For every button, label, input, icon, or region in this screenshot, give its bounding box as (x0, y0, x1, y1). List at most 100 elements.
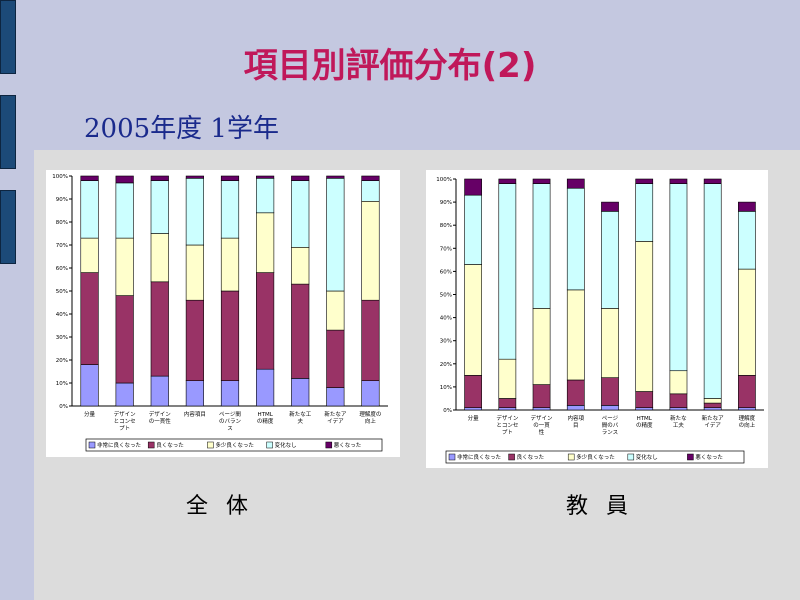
staff-category-label: 目 (573, 422, 579, 429)
all-legend (85, 438, 383, 452)
staff-y-tick-label: 80% (440, 223, 452, 229)
staff-bar-segment (532, 183, 551, 309)
all-bar-segment (361, 299, 380, 381)
staff-bar-segment (566, 178, 585, 189)
chart-staff: 0% 10% 20% 30% 40% 50% 60% 70% 80% 90% 100% 分量 デザインと… (436, 177, 764, 464)
staff-bar-segment (669, 178, 688, 184)
all-bar-segment (326, 175, 345, 179)
all-y-tick-label: 100% (52, 174, 68, 180)
all-category-label: ス (227, 425, 233, 432)
staff-bar-segment (566, 187, 585, 291)
all-bar-segment (326, 290, 345, 331)
staff-legend-swatch (687, 453, 694, 461)
staff-category-label: の精度 (636, 421, 653, 429)
staff-bar-segment (498, 407, 517, 411)
staff-category-label: 理解度 (739, 414, 756, 422)
staff-bar-segment (464, 375, 482, 408)
staff-category-label: HTML (637, 416, 653, 422)
staff-bar-segment (703, 402, 722, 408)
all-legend-swatch (266, 441, 273, 449)
staff-y-tick-label: 30% (440, 339, 452, 345)
all-legend-label: 非常に良くなった (97, 441, 141, 449)
staff-y-tick-label: 60% (440, 269, 452, 275)
all-bar-segment (361, 175, 380, 181)
all-bar-segment (256, 272, 275, 370)
staff-bar-segment (601, 405, 619, 411)
all-bar-segment (80, 180, 99, 239)
side-tab-3 (0, 190, 16, 264)
staff-bar-segment (532, 178, 551, 184)
all-legend-swatch (147, 441, 155, 449)
all-bar-segment (80, 272, 99, 365)
all-bar-segment (326, 329, 345, 388)
all-bar-segment (80, 364, 99, 407)
staff-category-label: 内容項 (568, 414, 585, 422)
staff-legend (445, 450, 745, 464)
all-category-label: 夫 (297, 417, 303, 425)
all-y-tick-label: 60% (56, 266, 68, 272)
staff-bar-segment (669, 370, 688, 395)
all-category-label: 向上 (365, 417, 377, 425)
staff-category-label: 新たなア (702, 414, 725, 422)
staff-bar-segment (498, 398, 517, 408)
all-category-label: 内容項目 (184, 410, 206, 418)
staff-category-label: プト (502, 429, 513, 436)
all-y-tick-label: 50% (56, 289, 68, 295)
all-bar-segment (361, 200, 380, 301)
all-bar-segment (220, 290, 240, 381)
all-bar-segment (115, 382, 134, 407)
all-legend-label: 悪くなった (334, 442, 362, 449)
staff-y-tick-label: 50% (440, 293, 452, 299)
all-bar-segment (80, 237, 99, 273)
staff-bar-segment (703, 178, 722, 184)
staff-category-label: ページ (602, 415, 619, 422)
staff-bar-segment (703, 407, 722, 411)
all-bar-segment (115, 237, 134, 296)
all-bar-segment (361, 380, 380, 407)
all-category-label: 理解度の (359, 410, 381, 418)
staff-bar-segment (635, 407, 654, 411)
all-bar-segment (256, 178, 275, 214)
all-bar-segment (291, 283, 310, 379)
staff-y-tick-label: 10% (440, 385, 452, 391)
staff-bar-segment (566, 405, 585, 411)
staff-y-tick-label: 0% (443, 408, 452, 414)
all-bar-segment (80, 175, 99, 181)
all-y-tick-label: 40% (56, 312, 68, 318)
all-bar-segment (115, 295, 134, 384)
staff-legend-label: 非常に良くなった (457, 453, 501, 461)
all-category-label: 分量 (84, 410, 96, 418)
staff-category-label: 性 (539, 428, 545, 436)
top-background (0, 0, 800, 150)
staff-category-label: ランス (602, 429, 618, 436)
staff-category-label: 分量 (468, 414, 480, 422)
staff-bar-segment (669, 407, 688, 411)
side-tab-1 (0, 0, 16, 74)
all-y-tick-label: 10% (56, 381, 68, 387)
all-bar-segment (291, 247, 310, 285)
all-bar-segment (361, 180, 380, 202)
all-bar-segment (150, 175, 169, 181)
all-bar-segment (185, 178, 204, 246)
staff-bar-segment (464, 407, 482, 411)
staff-bar-segment (669, 393, 688, 408)
staff-legend-label: 多少良くなった (576, 453, 615, 461)
staff-category-label: の一貫 (533, 422, 550, 429)
staff-y-tick-label: 40% (440, 316, 452, 322)
staff-bar-segment (738, 201, 756, 212)
slide-subtitle: 2005年度 1学年 (84, 114, 279, 144)
staff-bar-segment (464, 264, 482, 376)
all-bar-segment (115, 175, 134, 184)
staff-bar-segment (635, 241, 654, 392)
all-bar-segment (185, 175, 204, 179)
all-bar-segment (185, 380, 204, 407)
all-bar-segment (291, 378, 310, 407)
staff-bar-segment (703, 183, 722, 399)
staff-bar-segment (532, 384, 551, 408)
staff-bar-segment (498, 178, 517, 184)
staff-bar-segment (498, 358, 517, 399)
all-bar-segment (150, 233, 169, 283)
staff-bar-segment (566, 289, 585, 381)
staff-y-tick-label: 20% (440, 362, 452, 368)
all-category-label: デザイン (114, 410, 137, 418)
